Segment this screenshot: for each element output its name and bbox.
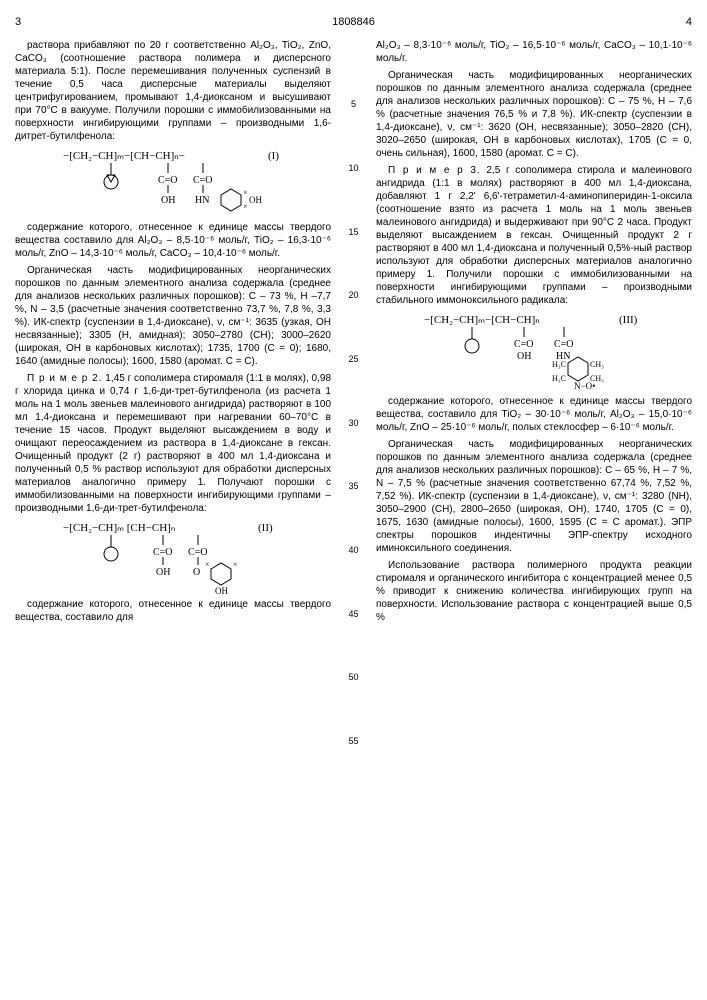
chem-formula-1: −[CH₂−CH]ₘ−[CH−CH]ₙ− C=O OH C=O HN × × O… xyxy=(15,147,331,217)
left-p4: П р и м е р 2. 1,45 г сополимера стирома… xyxy=(15,372,331,515)
line-num: 15 xyxy=(346,227,361,239)
left-p3: Органическая часть модифицированных неор… xyxy=(15,264,331,368)
svg-text:×: × xyxy=(243,202,248,211)
example-3-title: П р и м е р 3. xyxy=(388,165,481,176)
line-num: 55 xyxy=(346,736,361,748)
line-num: 45 xyxy=(346,609,361,621)
line-num: 10 xyxy=(346,163,361,175)
svg-text:×: × xyxy=(233,560,238,569)
page-header: 3 1808846 4 xyxy=(15,15,692,29)
svg-text:OH: OH xyxy=(215,586,228,594)
svg-text:OH: OH xyxy=(517,351,531,362)
right-p5: Органическая часть модифицированных неор… xyxy=(376,438,692,555)
left-column: раствора прибавляют по 20 г соответствен… xyxy=(15,39,331,800)
line-num: 40 xyxy=(346,545,361,557)
svg-text:C=O: C=O xyxy=(193,175,213,186)
left-p5: содержание которого, отнесенное к единиц… xyxy=(15,598,331,624)
svg-text:C=O: C=O xyxy=(188,547,208,558)
right-p6: Использование раствора полимерного проду… xyxy=(376,559,692,624)
svg-text:OH: OH xyxy=(249,195,262,205)
example-2-title: П р и м е р 2. xyxy=(27,373,103,384)
line-numbers-gutter: 5 10 15 20 25 30 35 40 45 50 55 xyxy=(346,39,361,800)
formula-1-label: (I) xyxy=(268,150,279,162)
svg-text:CH₃: CH₃ xyxy=(590,360,604,369)
doc-number: 1808846 xyxy=(332,15,375,29)
line-num: 5 xyxy=(346,99,361,111)
svg-text:−[CH₂−CH]ₘ−[CH−CH]ₙ−: −[CH₂−CH]ₘ−[CH−CH]ₙ− xyxy=(63,150,185,162)
right-p2: Органическая часть модифицированных неор… xyxy=(376,69,692,160)
line-num: 50 xyxy=(346,672,361,684)
left-p2: содержание которого, отнесенное к единиц… xyxy=(15,221,331,260)
svg-text:HN: HN xyxy=(195,195,209,206)
svg-text:H₃C: H₃C xyxy=(552,360,566,369)
right-p3: П р и м е р 3. 2,5 г сополимера стирола … xyxy=(376,164,692,307)
line-num: 35 xyxy=(346,481,361,493)
svg-text:C=O: C=O xyxy=(153,547,173,558)
left-p1: раствора прибавляют по 20 г соответствен… xyxy=(15,39,331,143)
svg-text:C=O: C=O xyxy=(514,339,534,350)
text-columns: раствора прибавляют по 20 г соответствен… xyxy=(15,39,692,800)
line-num: 25 xyxy=(346,354,361,366)
chem-formula-3: −[CH₂−CH]ₘ−[CH−CH]ₙ C=O OH C=O HN H₃C H₃… xyxy=(376,311,692,391)
right-column: Al₂O₃ – 8,3·10⁻⁶ моль/г, TiO₂ – 16,5·10⁻… xyxy=(376,39,692,800)
svg-text:−[CH₂−CH]ₘ−[CH−CH]ₙ: −[CH₂−CH]ₘ−[CH−CH]ₙ xyxy=(424,314,540,326)
svg-text:C=O: C=O xyxy=(158,175,178,186)
svg-text:−[CH₂−CH]ₘ [CH−CH]ₙ: −[CH₂−CH]ₘ [CH−CH]ₙ xyxy=(63,522,175,534)
svg-text:N−O•: N−O• xyxy=(574,381,595,391)
formula-3-label: (III) xyxy=(619,314,638,326)
line-num: 20 xyxy=(346,290,361,302)
chem-formula-2: −[CH₂−CH]ₘ [CH−CH]ₙ C=O OH C=O O × × OH … xyxy=(15,519,331,594)
svg-text:OH: OH xyxy=(156,567,170,578)
page-num-right: 4 xyxy=(686,15,692,29)
svg-text:C=O: C=O xyxy=(554,339,574,350)
right-p1: Al₂O₃ – 8,3·10⁻⁶ моль/г, TiO₂ – 16,5·10⁻… xyxy=(376,39,692,65)
line-num: 30 xyxy=(346,418,361,430)
formula-2-label: (II) xyxy=(258,522,273,534)
svg-text:×: × xyxy=(243,188,248,197)
svg-text:OH: OH xyxy=(161,195,175,206)
svg-text:O: O xyxy=(193,567,200,578)
svg-text:H₃C: H₃C xyxy=(552,374,566,383)
svg-text:×: × xyxy=(205,560,210,569)
page-num-left: 3 xyxy=(15,15,21,29)
right-p4: содержание которого, отнесенное к единиц… xyxy=(376,395,692,434)
